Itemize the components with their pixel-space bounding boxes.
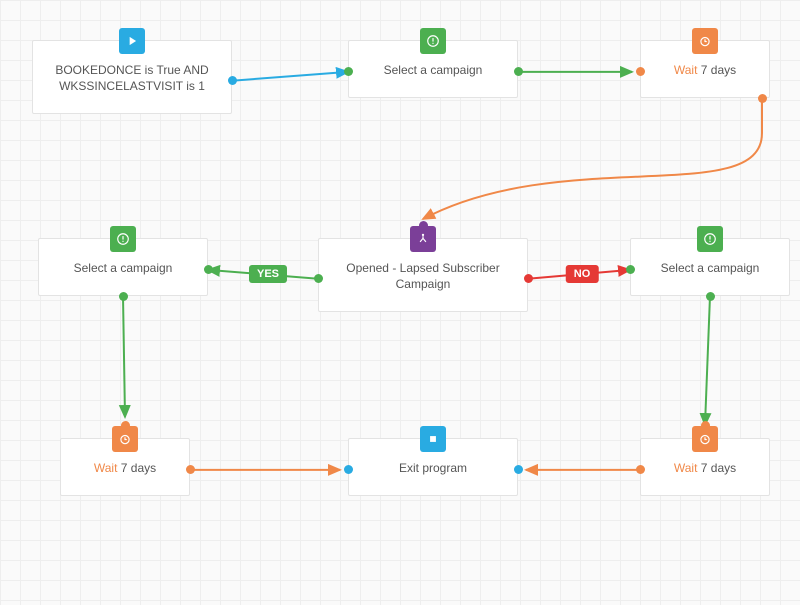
- play-icon: [119, 28, 145, 54]
- node-label: Exit program: [399, 460, 467, 476]
- node-waitR[interactable]: Wait 7 days: [640, 438, 770, 496]
- node-label: Select a campaign: [384, 62, 483, 78]
- port-campL_in[interactable]: [204, 265, 213, 274]
- port-exit_inR[interactable]: [514, 465, 523, 474]
- node-label: Opened - Lapsed SubscriberCampaign: [346, 260, 499, 292]
- clock-icon: [692, 28, 718, 54]
- node-label: Wait 7 days: [674, 460, 736, 476]
- port-waitR_in[interactable]: [701, 421, 710, 430]
- node-decision[interactable]: Opened - Lapsed SubscriberCampaign: [318, 238, 528, 312]
- port-campR_in[interactable]: [626, 265, 635, 274]
- edge-start_out-camp1_in: [232, 72, 348, 81]
- clock-icon: [692, 426, 718, 452]
- node-camp1[interactable]: Select a campaign: [348, 40, 518, 98]
- node-label: Select a campaign: [74, 260, 173, 276]
- node-campR[interactable]: Select a campaign: [630, 238, 790, 296]
- port-decision_l[interactable]: [314, 274, 323, 283]
- port-start_out[interactable]: [228, 76, 237, 85]
- port-exit_inL[interactable]: [344, 465, 353, 474]
- port-campR_out[interactable]: [706, 292, 715, 301]
- port-decision_r[interactable]: [524, 274, 533, 283]
- port-decision_top[interactable]: [419, 221, 428, 230]
- node-label: BOOKEDONCE is True ANDWKSSINCELASTVISIT …: [55, 62, 208, 94]
- port-waitR_out[interactable]: [636, 465, 645, 474]
- edge-campR_out-waitR_in: [705, 296, 710, 425]
- edge-campL_out-waitL_in: [123, 296, 125, 417]
- port-waitL_in[interactable]: [121, 421, 130, 430]
- edge-label-yes: YES: [249, 265, 287, 283]
- split-icon: [410, 226, 436, 252]
- node-label: Wait 7 days: [674, 62, 736, 78]
- port-wait1_in[interactable]: [636, 67, 645, 76]
- port-wait1_out[interactable]: [758, 94, 767, 103]
- node-label: Select a campaign: [661, 260, 760, 276]
- stop-icon: [420, 426, 446, 452]
- node-wait1[interactable]: Wait 7 days: [640, 40, 770, 98]
- port-campL_out[interactable]: [119, 292, 128, 301]
- node-waitL[interactable]: Wait 7 days: [60, 438, 190, 496]
- alert-icon: [420, 28, 446, 54]
- node-exit[interactable]: Exit program: [348, 438, 518, 496]
- port-camp1_out[interactable]: [514, 67, 523, 76]
- alert-icon: [697, 226, 723, 252]
- node-label: Wait 7 days: [94, 460, 156, 476]
- edge-wait1_out-decision_top: [423, 98, 762, 219]
- port-waitL_out[interactable]: [186, 465, 195, 474]
- alert-icon: [110, 226, 136, 252]
- clock-icon: [112, 426, 138, 452]
- node-start[interactable]: BOOKEDONCE is True ANDWKSSINCELASTVISIT …: [32, 40, 232, 114]
- edge-label-no: NO: [566, 265, 599, 283]
- node-campL[interactable]: Select a campaign: [38, 238, 208, 296]
- port-camp1_in[interactable]: [344, 67, 353, 76]
